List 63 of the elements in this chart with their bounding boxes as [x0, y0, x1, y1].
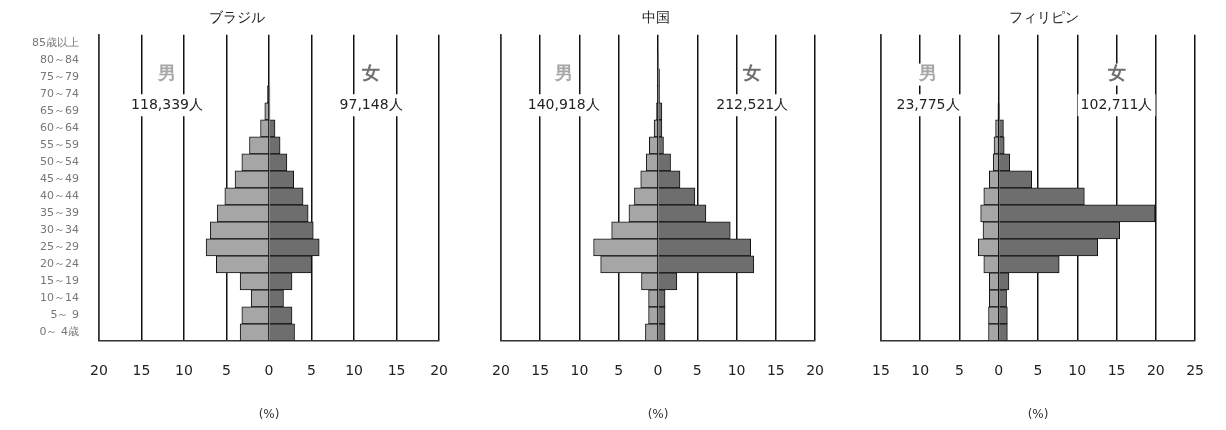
y-tick-label: 35～39 [40, 206, 79, 220]
text: 女 [1106, 62, 1126, 84]
y-tick-label: 50～54 [40, 155, 79, 169]
x-tick-label: 15 [1107, 361, 1126, 378]
y-tick-label: 80～84 [40, 53, 79, 67]
y-tick-label: 0～ 4歳 [39, 325, 79, 339]
y-tick-label: 10～14 [40, 291, 79, 305]
y-tick-label: 30～34 [40, 223, 79, 237]
annotation: 102,711人 [1080, 95, 1153, 112]
annotation: 97,148人 [339, 95, 403, 112]
y-tick-label: 5～ 9 [50, 308, 79, 322]
text: 女 [742, 62, 762, 84]
x-tick-label: 10 [345, 361, 363, 378]
x-tick-label: 5 [692, 361, 702, 378]
x-tick-label: 10 [1068, 361, 1087, 378]
y-tick-label: 25～29 [40, 240, 79, 254]
x-tick-label: 5 [222, 361, 231, 378]
y-tick-label: 70～74 [40, 87, 79, 101]
x-tick-label: 15 [132, 361, 151, 378]
chart-title: 中国 [642, 9, 670, 26]
chart-title: フィリピン [1009, 9, 1079, 26]
text: 女 [361, 62, 381, 84]
x-axis-title: (%) [647, 406, 669, 421]
x-tick-label: 20 [430, 361, 449, 378]
x-axis-title: (%) [1027, 406, 1049, 421]
x-tick-label: 25 [1186, 361, 1205, 378]
y-tick-label: 55～59 [40, 138, 79, 152]
annotation: 118,339人 [131, 95, 203, 112]
x-tick-label: 10 [570, 361, 589, 378]
chart-title: ブラジル [209, 9, 265, 26]
x-tick-label: 10 [727, 361, 746, 378]
x-axis-title: (%) [258, 406, 280, 421]
x-tick-label: 20 [491, 361, 510, 378]
x-tick-label: 20 [806, 361, 825, 378]
y-tick-label: 20～24 [40, 257, 79, 271]
x-tick-label: 10 [911, 361, 930, 378]
annotation: 140,918人 [527, 95, 600, 112]
y-tick-label: 40～44 [40, 189, 79, 203]
x-tick-label: 15 [766, 361, 785, 378]
x-tick-label: 15 [387, 361, 406, 378]
x-tick-label: 5 [954, 361, 964, 378]
x-tick-label: 20 [90, 361, 108, 378]
x-tick-label: 5 [614, 361, 624, 378]
y-tick-label: 15～19 [40, 274, 79, 288]
x-tick-label: 0 [264, 361, 274, 378]
x-tick-label: 0 [994, 361, 1004, 378]
x-tick-label: 15 [871, 361, 890, 378]
y-tick-label: 60～64 [40, 121, 79, 135]
y-tick-label: 65～69 [40, 104, 79, 118]
y-tick-label: 85歳以上 [32, 36, 79, 50]
annotation: 23,775人 [896, 95, 960, 112]
x-tick-label: 20 [1146, 361, 1165, 378]
x-tick-label: 0 [653, 361, 663, 378]
text: 男 [157, 62, 177, 84]
annotation: 212,521人 [716, 95, 789, 112]
x-tick-label: 15 [531, 361, 550, 378]
y-tick-label: 75～79 [40, 70, 79, 84]
y-tick-label: 45～49 [40, 172, 79, 186]
x-tick-label: 10 [175, 361, 193, 378]
text: 男 [553, 62, 573, 84]
x-tick-label: 5 [1033, 361, 1043, 378]
x-tick-label: 5 [307, 361, 317, 378]
text: 男 [918, 62, 938, 84]
